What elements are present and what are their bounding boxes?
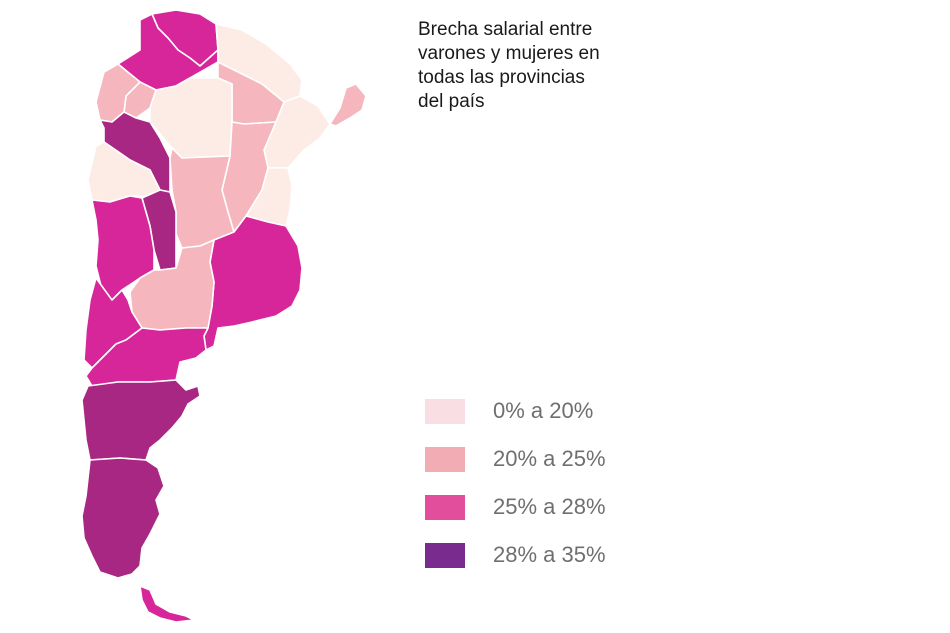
legend-item: 28% a 35% xyxy=(425,540,685,588)
legend-item: 20% a 25% xyxy=(425,444,685,492)
province-la-pampa xyxy=(129,239,215,331)
title-line: Brecha salarial entre xyxy=(418,19,593,40)
title-line: del país xyxy=(418,91,485,112)
province-misiones xyxy=(329,83,367,127)
legend-swatch xyxy=(425,495,465,520)
legend-label: 0% a 20% xyxy=(493,398,594,423)
province-chubut xyxy=(81,379,201,461)
map-legend: 0% a 20% 20% a 25% 25% a 28% 28% a 35% xyxy=(425,396,685,588)
legend-swatch xyxy=(425,447,465,472)
legend-item: 25% a 28% xyxy=(425,492,685,540)
legend-label: 28% a 35% xyxy=(493,542,606,567)
legend-swatch xyxy=(425,399,465,424)
province-cordoba xyxy=(169,147,235,249)
province-santa-cruz xyxy=(81,457,165,579)
title-line: varones y mujeres en xyxy=(418,43,600,64)
legend-item: 0% a 20% xyxy=(425,396,685,444)
legend-swatch xyxy=(425,543,465,568)
title-line: todas las provincias xyxy=(418,67,585,88)
province-tierra-del-fuego xyxy=(139,585,195,623)
legend-label: 20% a 25% xyxy=(493,446,606,471)
map-title: Brecha salarial entre varones y mujeres … xyxy=(418,18,678,114)
legend-label: 25% a 28% xyxy=(493,494,606,519)
